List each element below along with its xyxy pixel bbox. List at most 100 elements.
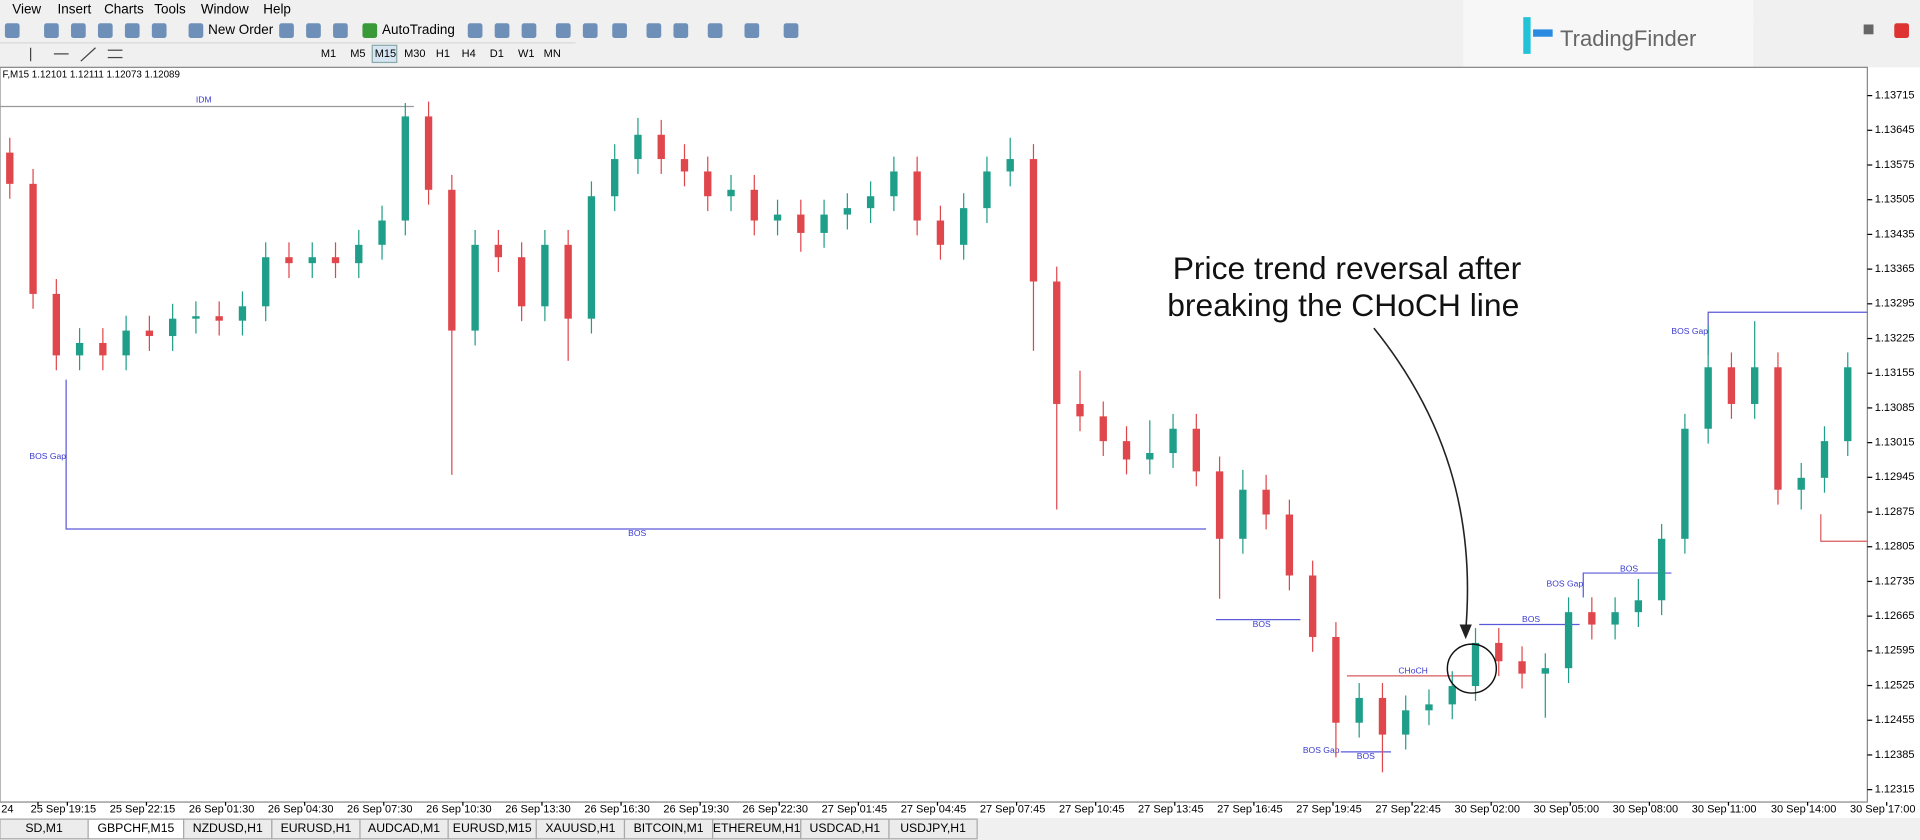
y-tick-label: 1.12525 [1875,679,1915,691]
candle-body [145,330,154,337]
x-tick-label: 27 Sep 10:45 [1059,803,1125,815]
tab-label[interactable]: NZDUSD,H1 [193,821,263,835]
candle-body [75,342,84,356]
menu-bar [0,0,1920,19]
candle-body [1820,441,1829,478]
candle-body [541,244,549,307]
tab-label[interactable]: AUDCAD,M1 [368,821,440,835]
timeframe-button[interactable]: M5 [350,48,365,60]
timeframe-button[interactable]: M15 [375,48,396,60]
candle-body [471,244,479,331]
candle-body [99,342,107,356]
x-tick-label: 25 Sep 19:15 [31,803,97,815]
tab-label[interactable]: SD,M1 [25,821,63,835]
timeframe-button[interactable]: H4 [462,48,476,60]
menu-item[interactable]: View [12,1,41,16]
candle-body [1285,514,1294,576]
candle-body [1122,441,1131,460]
candle-body [52,293,60,356]
y-tick-label: 1.13225 [1875,332,1915,344]
menu-item[interactable]: Tools [154,1,186,16]
candle-body [1402,710,1410,735]
tab-label[interactable]: EURUSD,H1 [281,821,352,835]
y-tick-label: 1.13155 [1875,367,1915,379]
candle-body [308,257,316,264]
x-tick-label: 26 Sep 22:30 [743,803,809,815]
x-tick-label: 26 Sep 19:30 [663,803,729,815]
structure-label: BOS [1357,751,1375,761]
candle-body [424,116,433,190]
tab-label[interactable]: USDJPY,H1 [900,821,966,835]
x-tick-label: 26 Sep 16:30 [584,803,650,815]
candle-body [355,244,363,264]
timeframe-button[interactable]: H1 [436,48,450,60]
y-tick-label: 1.12385 [1875,749,1915,761]
candle-body [960,208,968,245]
candle-body [1541,668,1549,674]
y-tick-label: 1.12875 [1875,506,1915,518]
x-tick-label: 27 Sep 13:45 [1138,803,1204,815]
x-tick-label: 30 Sep 05:00 [1534,803,1600,815]
timeframe-button[interactable]: D1 [490,48,504,60]
x-tick-label: 26 Sep 07:30 [347,803,413,815]
tab-label[interactable]: GBPCHF,M15 [98,821,175,835]
x-tick-label: 30 Sep 17:00 [1850,803,1916,815]
candle-body [285,257,293,264]
logo-icon [1523,17,1531,54]
y-tick-label: 1.13295 [1875,298,1915,310]
tab-label[interactable]: XAUUSD,H1 [545,821,615,835]
new-order-button[interactable]: New Order [208,22,274,37]
candle-body [1704,367,1712,429]
candle-body [843,208,852,215]
x-tick-label: 30 Sep 02:00 [1454,803,1520,815]
candle-body [1332,636,1340,723]
timeframe-button[interactable]: M30 [404,48,425,60]
candle-body [1355,697,1363,723]
x-tick-label: 27 Sep 07:45 [980,803,1046,815]
structure-label: BOS [628,528,646,538]
window-controls [1863,23,1909,38]
candle-body [657,134,665,160]
candle-body [168,318,177,337]
menu-item[interactable]: Window [201,1,249,16]
y-tick-label: 1.12945 [1875,471,1915,483]
candle-body [820,214,828,233]
toolbar-icons [4,23,799,38]
tabs: SD,M1 GBPCHF,M15 NZDUSD,H1 EURUSD,H1 AUDCAD,… [0,818,978,840]
candle-body [1471,642,1480,687]
autotrading-button[interactable]: AutoTrading [382,22,455,37]
candle-body [1681,428,1689,539]
tab-label[interactable]: USDCAD,H1 [810,821,881,835]
tab[interactable] [888,818,978,840]
candle-body [727,189,735,197]
menu-item[interactable]: Help [263,1,291,16]
timeframe-button[interactable]: W1 [518,48,535,60]
menu-item[interactable]: Charts [104,1,144,16]
menu-item[interactable]: Insert [58,1,92,16]
candle-body [1006,159,1014,172]
candle-body [1215,471,1224,539]
candle-body [680,159,689,172]
tab-label[interactable]: EURUSD,M15 [453,821,532,835]
structure-label: CHoCH [1398,665,1428,675]
timeframe-button[interactable]: M1 [321,48,336,60]
candle-body [797,214,805,233]
candle-body [378,220,386,245]
x-tick-label: 27 Sep 01:45 [822,803,888,815]
candle-body [866,196,875,209]
tab-label[interactable]: BITCOIN,M1 [634,821,704,835]
structure-label: BOS [1253,619,1271,629]
candle-body [517,257,526,307]
candle-body [634,134,642,160]
timeframe-button[interactable]: MN [544,48,561,60]
candle-body [1588,612,1596,625]
y-tick-label: 1.12665 [1875,610,1915,622]
candle-body [750,189,758,221]
candle-body [122,330,130,356]
y-tick-label: 1.12595 [1875,645,1915,657]
candle-body [238,306,247,321]
y-tick-label: 1.13435 [1875,228,1915,240]
tab-label[interactable]: ETHEREUM,H1 [713,821,801,835]
candle-body [494,244,503,258]
